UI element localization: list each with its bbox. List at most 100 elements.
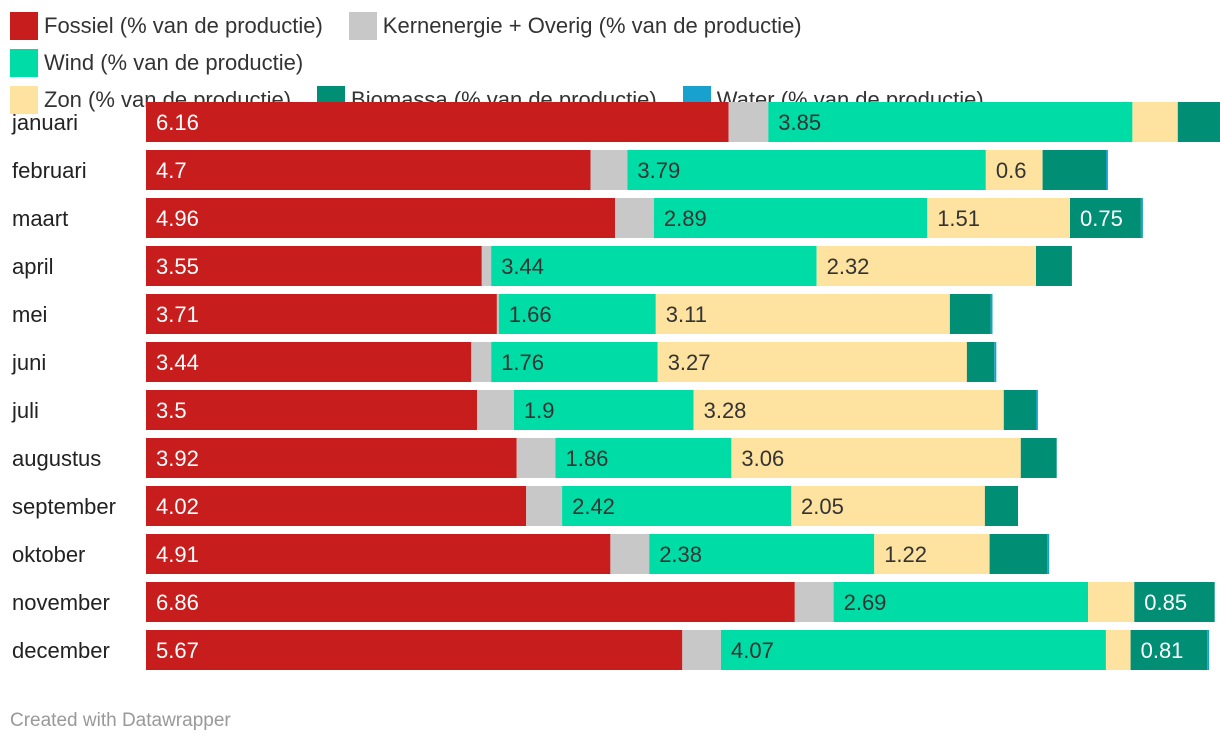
bar-segment-water [994, 342, 997, 382]
value-label: 4.7 [156, 158, 187, 183]
row-label: mei [12, 302, 47, 327]
value-label: 2.32 [827, 254, 870, 279]
legend-swatch [348, 12, 377, 40]
bar-segment-fossiel [146, 246, 482, 286]
bar-segment-biomassa [949, 294, 991, 334]
bar-segment-fossiel [146, 534, 611, 574]
bar-segment-biomassa [1177, 102, 1220, 142]
bar-segment-zon [1088, 582, 1135, 622]
value-label: 1.9 [524, 398, 555, 423]
value-label: 3.11 [666, 302, 707, 327]
row-label: september [12, 494, 116, 519]
bar-segment-zon [731, 438, 1021, 478]
bar-segment-zon [985, 150, 1043, 190]
bar-segment-wind [491, 246, 817, 286]
bar-segment-fossiel [146, 102, 729, 142]
value-label: 3.55 [156, 254, 199, 279]
bar-segment-fossiel [146, 342, 472, 382]
value-label: 4.91 [156, 542, 199, 567]
value-label: 4.02 [156, 494, 199, 519]
value-label: 6.16 [156, 110, 199, 135]
value-label: 0.6 [996, 158, 1027, 183]
value-label: 1.76 [501, 350, 544, 375]
bar-segment-water [1141, 198, 1143, 238]
row-label: december [12, 638, 110, 663]
legend-swatch [10, 49, 38, 77]
bar-segment-kernenergie-overig [526, 486, 563, 526]
bar-segment-kernenergie-overig [615, 198, 654, 238]
bar-segment-wind [833, 582, 1088, 622]
bar-segment-wind [649, 534, 875, 574]
value-label: 0.81 [1141, 638, 1184, 663]
bar-segment-wind [562, 486, 791, 526]
row-label: november [12, 590, 110, 615]
bar-segment-water [1047, 534, 1050, 574]
legend-item-wind: Wind (% van de productie) [10, 45, 303, 81]
row-label: maart [12, 206, 68, 231]
bar-segment-zon [927, 198, 1070, 238]
bar-segment-zon [657, 342, 967, 382]
bar-segment-fossiel [146, 390, 477, 430]
value-label: 6.86 [156, 590, 199, 615]
value-label: 1.51 [937, 206, 980, 231]
legend-label: Kernenergie + Overig (% van de productie… [382, 13, 802, 38]
bar-segment-zon [816, 246, 1036, 286]
row-label: april [12, 254, 54, 279]
row-label: januari [11, 110, 78, 135]
legend-item-fossiel: Fossiel (% van de productie) [10, 8, 323, 44]
bar-segment-wind [721, 630, 1106, 670]
row-label: augustus [12, 446, 101, 471]
value-label: 3.5 [156, 398, 187, 423]
value-label: 1.22 [884, 542, 927, 567]
row-label: februari [12, 158, 87, 183]
bar-segment-zon [874, 534, 990, 574]
value-label: 2.38 [659, 542, 702, 567]
bar-segment-water [990, 294, 993, 334]
bar-segment-fossiel [146, 198, 616, 238]
value-label: 2.89 [664, 206, 707, 231]
value-label: 2.42 [572, 494, 615, 519]
value-label: 2.69 [844, 590, 887, 615]
datawrapper-credit: Created with Datawrapper [10, 710, 231, 731]
value-label: 3.44 [156, 350, 199, 375]
legend-swatch [10, 86, 38, 114]
legend-item-kernenergie-overig: Kernenergie + Overig (% van de productie… [348, 8, 802, 44]
value-label: 5.67 [156, 638, 199, 663]
bar-segment-zon [791, 486, 985, 526]
bar-segment-kernenergie-overig [481, 246, 492, 286]
stacked-bar-chart: januari 6.16 3.85 februari 4.7 3.79 0.6 maart 4.… [11, 102, 1220, 670]
bar-segment-wind [513, 390, 694, 430]
value-label: 3.85 [778, 110, 821, 135]
row-label: oktober [12, 542, 85, 567]
bar-segment-wind [498, 294, 656, 334]
bar-segment-biomassa [1003, 390, 1036, 430]
bar-segment-biomassa [1130, 630, 1208, 670]
value-label: 0.85 [1144, 590, 1187, 615]
bar-segment-wind [491, 342, 658, 382]
bar-segment-water [1207, 630, 1210, 670]
value-label: 3.27 [668, 350, 711, 375]
value-label: 3.06 [741, 446, 784, 471]
row-label: juni [11, 350, 46, 375]
bar-segment-water [1106, 150, 1108, 190]
value-label: 3.92 [156, 446, 199, 471]
bar-segment-kernenergie-overig [728, 102, 769, 142]
value-label: 4.07 [731, 638, 774, 663]
bar-segment-fossiel [146, 294, 497, 334]
legend-label: Fossiel (% van de productie) [44, 13, 323, 38]
bar-segment-fossiel [146, 582, 795, 622]
value-label: 3.71 [156, 302, 199, 327]
bar-segment-biomassa [1134, 582, 1215, 622]
bar-segment-kernenergie-overig [590, 150, 628, 190]
bar-segment-biomassa [1042, 150, 1106, 190]
bar-segment-zon [1132, 102, 1178, 142]
bar-segment-kernenergie-overig [471, 342, 492, 382]
bar-segment-biomassa [989, 534, 1048, 574]
value-label: 1.66 [509, 302, 552, 327]
bar-segment-fossiel [146, 438, 517, 478]
bar-segment-biomassa [1070, 198, 1141, 238]
bar-segment-kernenergie-overig [477, 390, 514, 430]
bar-segment-biomassa [1020, 438, 1057, 478]
value-label: 4.96 [156, 206, 199, 231]
value-label: 3.79 [637, 158, 680, 183]
